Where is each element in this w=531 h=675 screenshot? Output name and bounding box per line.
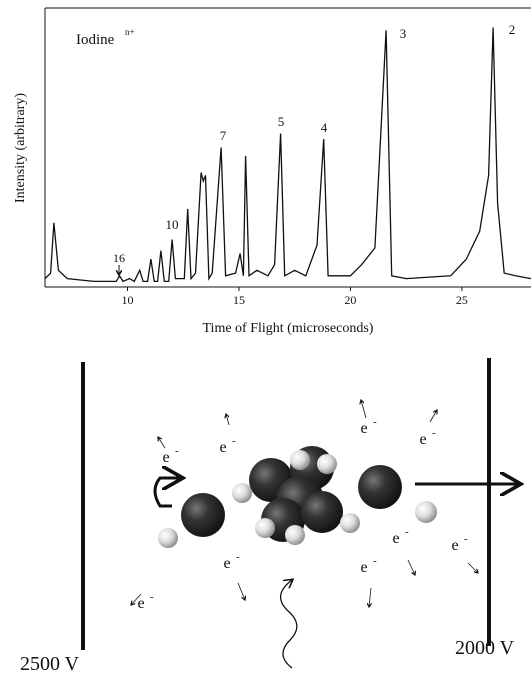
x-tick-label: 15 — [233, 293, 245, 307]
spectrum-line — [44, 27, 531, 283]
electron-charge: - — [373, 416, 377, 428]
electron-symbol: e — [162, 449, 169, 466]
peak-label: 3 — [400, 26, 407, 41]
electron-symbol: e — [419, 431, 426, 448]
electron-arrow — [467, 562, 478, 573]
electron-charge: - — [236, 551, 240, 563]
peak-label: 7 — [220, 128, 227, 143]
peak-label: 10 — [166, 217, 179, 232]
photon — [280, 580, 298, 669]
electron-charge: - — [175, 445, 179, 457]
x-tick-label: 20 — [344, 293, 356, 307]
chart-title: Iodine — [76, 32, 115, 48]
electron-symbol: e — [451, 537, 458, 554]
electron-symbol: e — [219, 439, 226, 456]
plate — [81, 362, 85, 650]
electron-symbol: e — [392, 530, 399, 547]
electron-symbol: e — [360, 559, 367, 576]
return-arrow — [153, 478, 180, 508]
x-tick-label: 25 — [456, 293, 468, 307]
peak-label: 4 — [321, 120, 328, 135]
electron-arrow — [407, 559, 415, 575]
diagram: 2500 V 2000 V — [20, 358, 518, 675]
peak-label: 16 — [113, 251, 125, 265]
electron-charge: - — [464, 533, 468, 545]
x-tick-label: 10 — [121, 293, 133, 307]
electron-arrow — [361, 400, 367, 419]
electron-symbol: e — [360, 420, 367, 437]
plate — [487, 358, 491, 646]
plate-voltage: 2500 V — [20, 653, 80, 675]
x-axis-label: Time of Flight (microseconds) — [203, 321, 374, 336]
plate-voltage: 2000 V — [455, 637, 515, 659]
electron-arrow — [158, 437, 166, 449]
electron-arrow — [226, 414, 230, 426]
electron-charge: - — [232, 435, 236, 447]
cluster — [158, 446, 437, 548]
electron-arrow — [369, 587, 371, 607]
peak-label: 2 — [509, 22, 516, 37]
electron-arrow — [429, 410, 437, 423]
electron-charge: - — [150, 591, 154, 603]
electron-symbol: e — [223, 555, 230, 572]
electron-symbol: e — [137, 595, 144, 612]
y-axis-label: Intensity (arbitrary) — [13, 93, 28, 203]
title-superscript: n+ — [125, 27, 135, 37]
electron-charge: - — [405, 526, 409, 538]
electron-charge: - — [432, 427, 436, 439]
electron-arrow — [131, 593, 142, 605]
electron-charge: - — [373, 555, 377, 567]
peak-label: 5 — [278, 114, 285, 129]
electron-arrow — [237, 582, 245, 600]
